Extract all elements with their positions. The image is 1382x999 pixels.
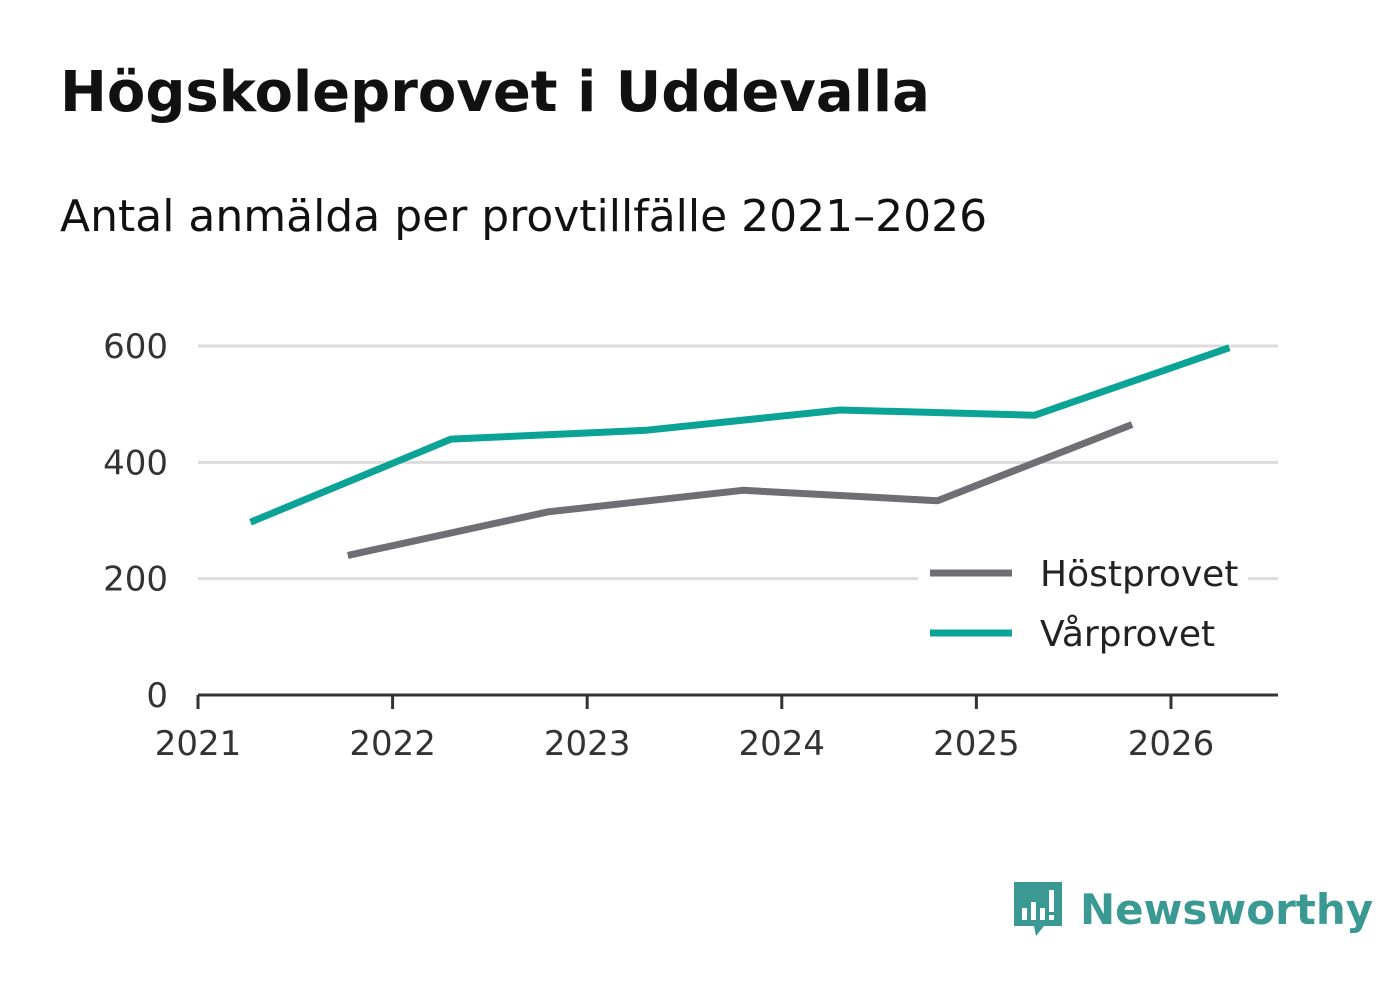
newsworthy-logo: Newsworthy — [1010, 878, 1373, 940]
y-tick-label: 600 — [103, 327, 168, 367]
chart-title: Högskoleprovet i Uddevalla — [60, 60, 930, 125]
y-tick-label: 0 — [146, 676, 168, 716]
y-tick-label: 200 — [103, 560, 168, 600]
legend: Höstprovet Vårprovet — [918, 540, 1248, 670]
x-tick-label: 2026 — [1128, 724, 1215, 764]
x-tick-label: 2022 — [349, 724, 436, 764]
x-tick-label: 2024 — [739, 724, 826, 764]
x-tick-label: 2021 — [155, 724, 242, 764]
legend-label: Höstprovet — [1040, 554, 1238, 595]
brand-name: Newsworthy — [1080, 884, 1374, 934]
series-line-varprovet — [249, 344, 1231, 526]
y-tick-label: 400 — [103, 443, 168, 483]
series-lines — [249, 344, 1231, 559]
chart-subtitle: Antal anmälda per provtillfälle 2021–202… — [60, 191, 988, 242]
legend-label: Vårprovet — [1040, 614, 1215, 655]
legend-background — [918, 540, 1248, 670]
series-line-hostprovet — [347, 421, 1134, 559]
x-tick-label: 2023 — [544, 724, 631, 764]
axes: 0 200 400 600 2021 2022 2023 2024 2025 2026 — [103, 327, 1278, 764]
newsworthy-logo-icon — [1014, 882, 1062, 936]
x-tick-label: 2025 — [933, 724, 1020, 764]
